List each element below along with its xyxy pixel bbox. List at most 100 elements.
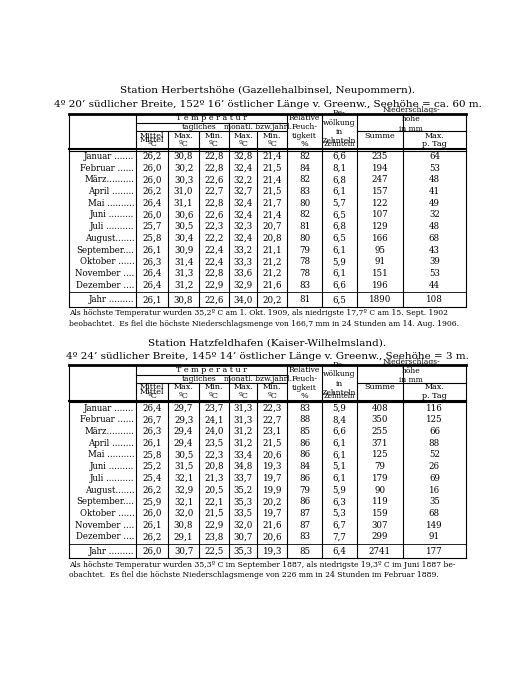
Text: p. Tag: p. Tag <box>422 392 447 400</box>
Text: ºC: ºC <box>239 392 248 400</box>
Text: T e m p e r a t u r: T e m p e r a t u r <box>176 366 247 374</box>
Text: 22,7: 22,7 <box>263 415 282 425</box>
Text: August.......: August....... <box>85 485 135 495</box>
Text: 20,2: 20,2 <box>263 296 282 304</box>
Text: 35,2: 35,2 <box>234 485 253 495</box>
Text: Januar .......: Januar ....... <box>84 152 135 161</box>
Text: 20,6: 20,6 <box>263 533 282 541</box>
Text: Juli ..........: Juli .......... <box>90 474 135 483</box>
Text: %: % <box>301 140 309 148</box>
Text: 79: 79 <box>299 246 310 254</box>
Text: 32,3: 32,3 <box>234 222 253 231</box>
Text: 31,3: 31,3 <box>174 269 193 278</box>
Text: 6,1: 6,1 <box>333 246 346 254</box>
Text: 23,7: 23,7 <box>204 404 223 412</box>
Text: 22,8: 22,8 <box>204 198 223 208</box>
Text: 19,3: 19,3 <box>263 547 282 556</box>
Text: Mai ..........: Mai .......... <box>88 450 135 460</box>
Text: 79: 79 <box>299 485 310 495</box>
Text: 166: 166 <box>372 234 388 243</box>
Text: 22,6: 22,6 <box>204 176 223 184</box>
Text: 23,5: 23,5 <box>204 439 223 448</box>
Text: 31,0: 31,0 <box>174 187 193 196</box>
Text: 125: 125 <box>426 415 443 425</box>
Text: 30,3: 30,3 <box>174 176 193 184</box>
Text: 6,1: 6,1 <box>333 269 346 278</box>
Text: 35,3: 35,3 <box>234 497 253 506</box>
Text: Be-
wölkung
in
Zehnteln: Be- wölkung in Zehnteln <box>322 361 357 397</box>
Text: 22,5: 22,5 <box>204 547 223 556</box>
Text: 16: 16 <box>429 485 440 495</box>
Text: 1890: 1890 <box>369 296 391 304</box>
Text: Max.: Max. <box>233 132 253 140</box>
Text: 32,4: 32,4 <box>234 198 253 208</box>
Text: ºC: ºC <box>267 392 277 400</box>
Text: 26,0: 26,0 <box>143 509 162 518</box>
Text: 66: 66 <box>429 427 440 436</box>
Text: 44: 44 <box>429 281 440 290</box>
Text: 29,3: 29,3 <box>174 415 193 425</box>
Text: 29,7: 29,7 <box>174 404 193 412</box>
Text: 52: 52 <box>429 450 440 460</box>
Text: 5,1: 5,1 <box>333 462 346 471</box>
Text: 30,5: 30,5 <box>174 450 193 460</box>
Text: 39: 39 <box>429 257 440 266</box>
Text: 26,1: 26,1 <box>143 520 162 530</box>
Text: 4º 20’ südlicher Breite, 152º 16’ östlicher Länge v. Greenw., Seehöhe = ca. 60 m: 4º 20’ südlicher Breite, 152º 16’ östlic… <box>54 101 481 109</box>
Text: 21,1: 21,1 <box>263 246 282 254</box>
Text: 83: 83 <box>299 404 310 412</box>
Text: 194: 194 <box>372 164 388 173</box>
Text: 26,2: 26,2 <box>143 152 162 161</box>
Text: 30,2: 30,2 <box>174 164 193 173</box>
Text: 83: 83 <box>299 281 310 290</box>
Text: 34,0: 34,0 <box>233 296 253 304</box>
Text: 26,7: 26,7 <box>143 415 162 425</box>
Text: Min.: Min. <box>205 132 223 140</box>
Text: 84: 84 <box>299 462 310 471</box>
Text: Februar ......: Februar ...... <box>80 415 135 425</box>
Text: 30,7: 30,7 <box>233 533 253 541</box>
Text: 6,1: 6,1 <box>333 450 346 460</box>
Text: ºC: ºC <box>179 392 188 400</box>
Text: 26,1: 26,1 <box>143 439 162 448</box>
Text: 149: 149 <box>426 520 443 530</box>
Text: 85: 85 <box>299 427 310 436</box>
Text: 68: 68 <box>429 234 440 243</box>
Text: Mittel: Mittel <box>140 383 164 392</box>
Text: 33,5: 33,5 <box>234 509 253 518</box>
Text: 29,4: 29,4 <box>174 427 193 436</box>
Text: 88: 88 <box>299 415 310 425</box>
Text: 108: 108 <box>426 296 443 304</box>
Text: April ........: April ........ <box>88 187 135 196</box>
Text: Summe: Summe <box>364 383 395 392</box>
Text: 23,1: 23,1 <box>263 427 282 436</box>
Text: 22,3: 22,3 <box>204 450 223 460</box>
Text: Max.: Max. <box>424 383 444 392</box>
Text: 26,2: 26,2 <box>143 533 162 541</box>
Text: 30,5: 30,5 <box>174 222 193 231</box>
Text: 20,2: 20,2 <box>263 497 282 506</box>
Text: 21,2: 21,2 <box>263 257 282 266</box>
Text: Summe: Summe <box>364 132 395 140</box>
Text: 31,3: 31,3 <box>234 415 253 425</box>
Text: 26,3: 26,3 <box>143 427 162 436</box>
Text: 32,8: 32,8 <box>233 152 253 161</box>
Text: 22,3: 22,3 <box>263 404 282 412</box>
Text: 22,4: 22,4 <box>204 257 223 266</box>
Text: 179: 179 <box>372 474 388 483</box>
Text: 21,6: 21,6 <box>263 520 282 530</box>
Text: 21,7: 21,7 <box>263 198 282 208</box>
Text: 6,8: 6,8 <box>333 176 346 184</box>
Text: 22,1: 22,1 <box>204 497 223 506</box>
Text: 2741: 2741 <box>369 547 391 556</box>
Text: 32,7: 32,7 <box>234 187 253 196</box>
Text: 26,0: 26,0 <box>143 164 162 173</box>
Text: 34,8: 34,8 <box>233 462 253 471</box>
Text: 25,4: 25,4 <box>143 474 162 483</box>
Text: 22,9: 22,9 <box>204 281 223 290</box>
Text: September....: September.... <box>76 246 135 254</box>
Text: 33,2: 33,2 <box>234 246 253 254</box>
Text: Oktober ......: Oktober ...... <box>80 509 135 518</box>
Text: 6,1: 6,1 <box>333 187 346 196</box>
Text: März..........: März.......... <box>85 176 135 184</box>
